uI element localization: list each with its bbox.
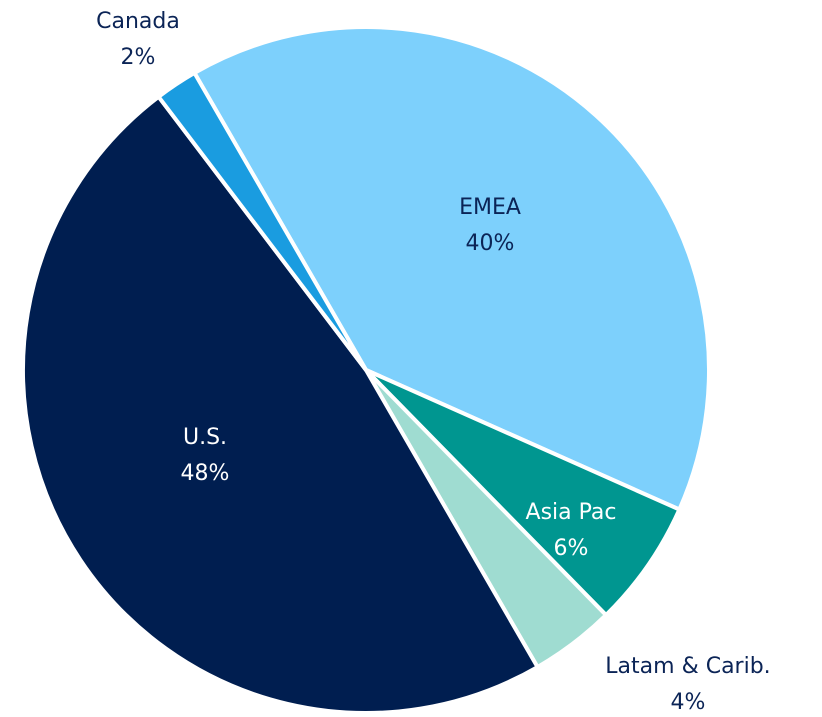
slice-label: Canada — [96, 9, 180, 34]
slice-value-label: 4% — [671, 690, 706, 715]
slice-label: Asia Pac — [526, 500, 617, 525]
slice-value-label: 2% — [121, 45, 156, 70]
slice-value-label: 48% — [181, 461, 230, 486]
slice-value-label: 40% — [466, 231, 515, 256]
slice-label: U.S. — [183, 425, 227, 450]
slice-label: Latam & Carib. — [605, 654, 770, 679]
pie-slice — [364, 368, 682, 618]
pie-slice — [156, 70, 368, 372]
pie-slice — [21, 94, 540, 715]
slice-value-label: 6% — [554, 536, 589, 561]
slice-label: EMEA — [459, 195, 521, 220]
pie-slice — [192, 25, 711, 512]
